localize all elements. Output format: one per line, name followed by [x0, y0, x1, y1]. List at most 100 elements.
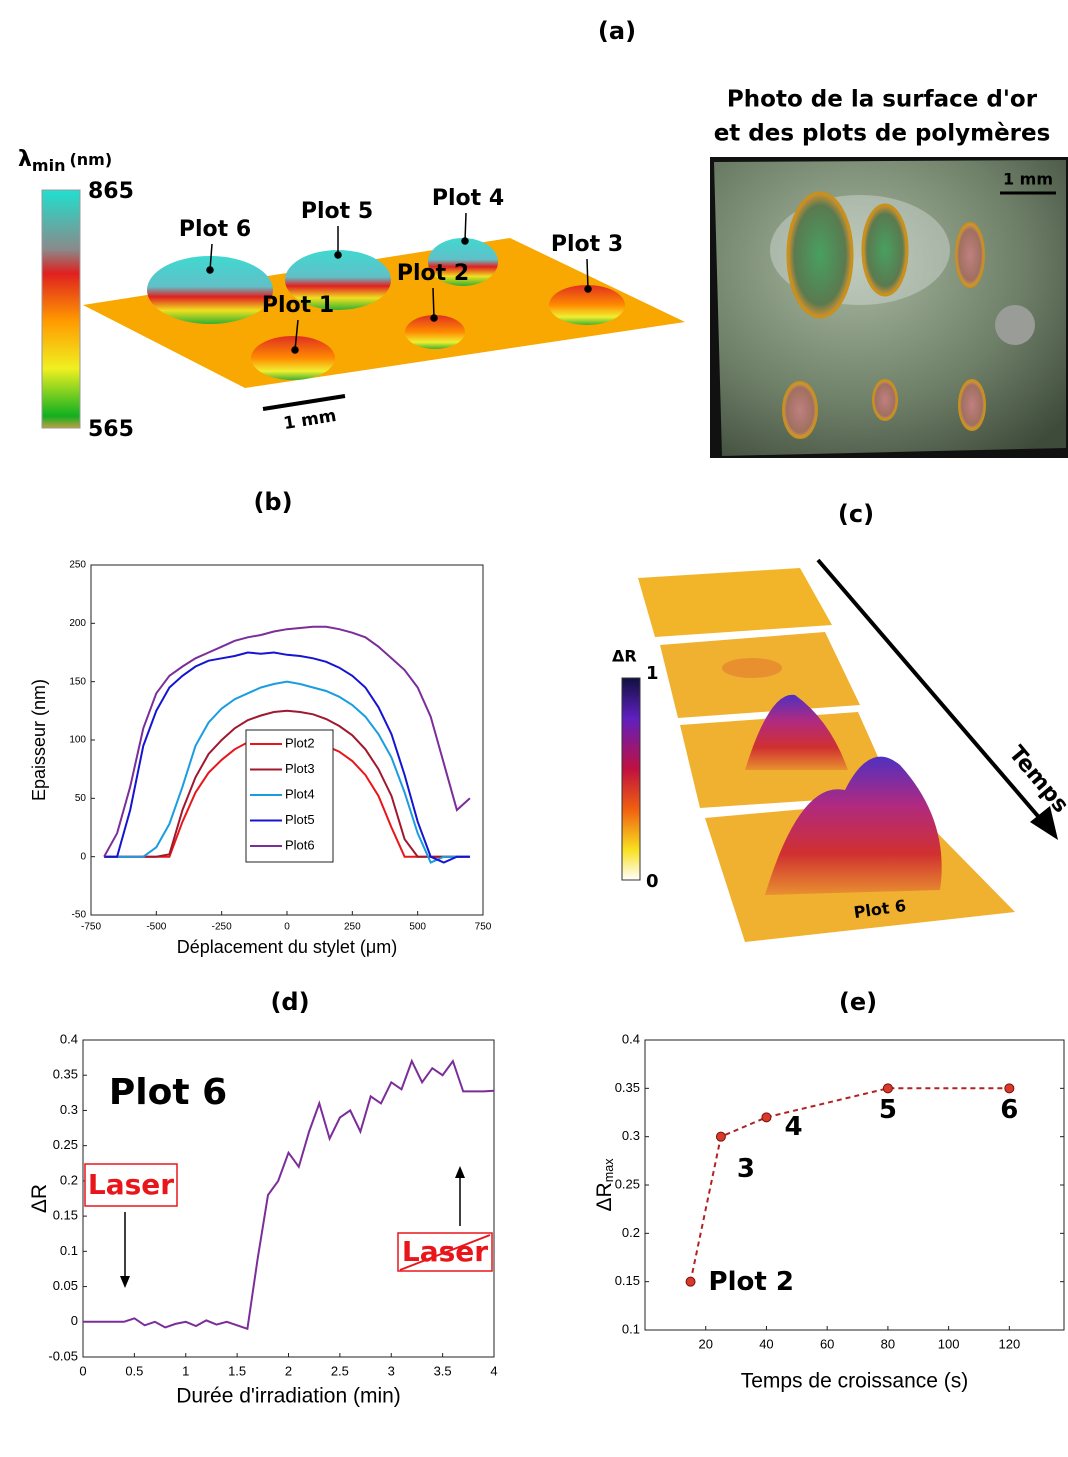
panel-label: (a) [598, 17, 636, 45]
colorbar [41, 189, 81, 429]
spot [872, 379, 898, 421]
legend-label: Plot5 [285, 812, 315, 827]
y-tick-label: 0.4 [60, 1031, 78, 1046]
mound [549, 285, 625, 325]
series-line [104, 680, 470, 864]
colorbar-max: 1 [646, 663, 659, 684]
annotation-arrow-head [120, 1276, 130, 1288]
time-label: Temps [1003, 741, 1068, 817]
y-tick-label: 0.2 [622, 1225, 640, 1240]
x-tick-label: 250 [344, 922, 361, 933]
leader-dot [334, 251, 342, 259]
y-tick-label: 250 [69, 560, 86, 571]
y-tick-label: 0.05 [53, 1278, 78, 1293]
spot [782, 381, 818, 439]
y-axis-label: ΔRmax [593, 1158, 617, 1212]
photo-title: et des plots de polymères [714, 121, 1051, 147]
y-axis-label: ΔR [28, 1184, 51, 1213]
x-tick-label: 0.5 [125, 1363, 143, 1378]
mound [405, 315, 465, 349]
y-tick-label: 0.1 [622, 1321, 640, 1336]
data-point [882, 1083, 893, 1094]
x-axis-label: Temps de croissance (s) [741, 1370, 969, 1393]
colorbar [621, 677, 641, 881]
leader [464, 212, 467, 242]
mound [147, 256, 273, 324]
x-tick-label: 4 [490, 1363, 497, 1378]
photo-title: Photo de la surface d'or [727, 87, 1038, 113]
leader-dot [291, 346, 299, 354]
x-tick-label: 1.5 [228, 1363, 246, 1378]
panel-label: (c) [838, 500, 874, 528]
y-tick-label: 0.15 [615, 1273, 640, 1288]
scale-bar-label: 1 mm [282, 406, 338, 434]
y-tick-label: 0.3 [622, 1128, 640, 1143]
point-label: 6 [1000, 1095, 1018, 1125]
scale-bar [262, 394, 346, 411]
point-label: 4 [784, 1112, 802, 1142]
y-tick-label: 0.3 [60, 1102, 78, 1117]
x-tick-label: 500 [409, 922, 426, 933]
leader [586, 258, 589, 290]
mound [251, 336, 335, 380]
spot [955, 222, 985, 288]
y-tick-label: -50 [72, 910, 87, 921]
photo-scale-label: 1 mm [1003, 170, 1053, 189]
series-line [689, 1087, 1010, 1282]
y-tick-label: 0 [80, 851, 86, 862]
x-tick-label: 2.5 [331, 1363, 349, 1378]
leaders [206, 212, 592, 354]
x-tick-label: -750 [81, 922, 101, 933]
spot [995, 305, 1035, 345]
spot [861, 203, 909, 297]
slab [638, 568, 832, 637]
photo: 1 mm [710, 157, 1068, 458]
leader [432, 287, 435, 319]
x-tick-label: 120 [998, 1336, 1020, 1351]
plot-label: Plot 4 [432, 186, 504, 211]
x-tick-label: 0 [79, 1363, 86, 1378]
leader [209, 243, 213, 271]
point-label: 5 [879, 1095, 897, 1125]
mounds [147, 238, 625, 380]
plot-labels: Plot 1 Plot 2 Plot 3 Plot 4 Plot 5 Plot … [179, 186, 623, 318]
spot [958, 379, 986, 431]
x-tick-label: 80 [881, 1336, 895, 1351]
y-tick-label: 50 [75, 793, 87, 804]
legend-label: Plot3 [285, 761, 315, 776]
legend-label: Plot4 [285, 786, 315, 801]
legend-label: Plot2 [285, 735, 315, 750]
time-arrow-head [1030, 806, 1058, 840]
y-tick-label: 0.35 [615, 1080, 640, 1095]
plot-frame [644, 1039, 1065, 1331]
time-arrow [816, 558, 1045, 824]
y-axis-label: Epaisseur (nm) [29, 679, 49, 801]
plot-label: Plot 5 [301, 199, 373, 224]
y-tick-label: 0 [71, 1313, 78, 1328]
x-tick-label: 0 [284, 922, 290, 933]
y-tick-label: 150 [69, 676, 86, 687]
annotation: Plot 6 [109, 1072, 227, 1113]
mound [428, 238, 498, 286]
y-axis-label-main: ΔR [28, 1184, 51, 1213]
mound [285, 250, 391, 310]
plot-label: Plot 1 [262, 293, 334, 318]
panel-label: (d) [270, 988, 309, 1016]
plot-label: Plot 6 [179, 217, 251, 242]
series-line [83, 1058, 495, 1331]
colorbar-min: 0 [646, 871, 659, 892]
colorbar-symbol: λ [18, 147, 32, 172]
y-axis-label-main: Epaisseur (nm) [29, 679, 49, 801]
data-point [761, 1112, 772, 1123]
x-tick-label: 3.5 [434, 1363, 452, 1378]
colorbar-max: 865 [88, 179, 134, 204]
surface [83, 238, 685, 388]
y-tick-label: 100 [69, 735, 86, 746]
x-tick-label: 20 [698, 1336, 712, 1351]
leader-dot [206, 266, 214, 274]
y-tick-label: 0.35 [53, 1067, 78, 1082]
y-tick-label: 0.15 [53, 1208, 78, 1223]
slab-mound [765, 756, 942, 895]
colorbar-label: ΔR [612, 647, 637, 666]
y-tick-label: 0.25 [53, 1137, 78, 1152]
